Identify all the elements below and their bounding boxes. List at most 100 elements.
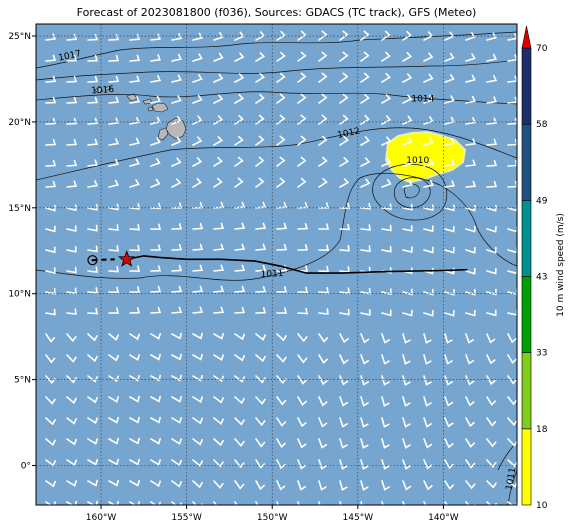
wind-barb (45, 117, 57, 125)
wind-barb (276, 177, 286, 188)
wind-barb (213, 243, 225, 251)
wind-barb (66, 266, 77, 274)
wind-barb (402, 480, 412, 491)
wind-barb (486, 288, 497, 296)
wind-barb (318, 223, 329, 230)
wind-barbs (45, 30, 517, 505)
isobar-label: 1012 (337, 126, 361, 141)
wind-barb (192, 136, 203, 146)
wind-barb (234, 243, 246, 251)
wind-barb (339, 30, 349, 41)
wind-barb (465, 501, 476, 505)
wind-barb (129, 286, 141, 293)
wind-barb (423, 204, 434, 212)
wind-barb (465, 225, 476, 233)
wind-barb (45, 459, 56, 467)
wind-barb (465, 417, 475, 428)
wind-barb (318, 396, 328, 407)
wind-barb (486, 138, 498, 146)
wind-barb (129, 203, 140, 210)
wind-barb (486, 96, 498, 104)
wind-barb (486, 480, 497, 489)
wind-barb (108, 375, 119, 383)
wind-barb (297, 417, 307, 428)
colorbar-tick-label: 43 (536, 273, 547, 283)
wind-barb (87, 307, 98, 315)
wind-barb (129, 375, 140, 382)
wind-barb (108, 203, 119, 211)
wind-barb (150, 285, 162, 293)
wind-barb (129, 307, 141, 314)
wind-barb (255, 438, 266, 448)
wind-barb (318, 438, 328, 449)
wind-barb (297, 480, 306, 491)
wind-barb (465, 74, 476, 83)
wind-barb (129, 416, 140, 424)
wind-barb (402, 438, 411, 449)
wind-barb (192, 480, 203, 489)
wind-barb (192, 178, 202, 188)
wind-barb (339, 51, 349, 62)
wind-barb (360, 178, 371, 188)
wind-barb (423, 94, 434, 104)
wind-barb (339, 333, 349, 344)
wind-barb (45, 501, 56, 505)
wind-barb (423, 288, 434, 296)
wind-barb (129, 354, 140, 362)
longitude-axis: 160°W 155°W 150°W 145°W 140°W (86, 505, 459, 523)
isobar-label: 1016 (91, 85, 115, 97)
wind-barb (339, 223, 350, 231)
wind-barb (276, 222, 288, 230)
wind-barb (486, 117, 497, 125)
wind-barb (402, 288, 413, 296)
wind-barb (297, 156, 307, 167)
wind-barb (465, 267, 476, 275)
wind-barb (402, 115, 413, 125)
wind-barb (87, 287, 98, 294)
isobar-label: 1014 (411, 94, 434, 104)
wind-barb (465, 138, 477, 146)
wind-barb (108, 138, 120, 146)
wind-barb (150, 137, 161, 146)
wind-barb (66, 308, 77, 315)
wind-barb (360, 136, 371, 146)
isobar-label: 1011 (260, 269, 283, 280)
wind-barb (66, 117, 78, 125)
wind-barb (360, 51, 370, 62)
wind-barb (339, 266, 350, 273)
wind-barb (192, 157, 203, 167)
wind-barb (507, 354, 517, 364)
wind-barb (255, 243, 267, 251)
wind-barb (255, 354, 266, 363)
wind-barb (402, 30, 412, 41)
wind-barb (318, 287, 329, 294)
wind-barb (66, 225, 77, 233)
wind-barb (192, 115, 203, 125)
wind-barb (444, 74, 455, 83)
wind-barb (381, 224, 392, 232)
wind-barb (108, 286, 119, 294)
wind-barb (129, 437, 140, 445)
wind-barb (45, 138, 57, 146)
wind-barb (339, 417, 348, 428)
latitude-axis: 0° 5°N 10°N 15°N 20°N 25°N (8, 32, 36, 471)
wind-barb (45, 246, 56, 254)
wind-barb (465, 354, 475, 365)
wind-barb (402, 309, 413, 317)
colorbar-extend-arrow (521, 25, 532, 49)
tc-past-track (92, 258, 115, 262)
wind-barb (444, 480, 455, 490)
wind-barb (255, 72, 265, 83)
wind-barb (150, 265, 162, 272)
wind-barb (129, 179, 140, 188)
wind-barb (171, 395, 182, 403)
wind-barb (297, 30, 307, 41)
wind-barb (486, 354, 496, 365)
wind-barb (276, 333, 287, 342)
wind-barb (171, 53, 182, 62)
wind-barb (360, 459, 369, 470)
wind-barb (486, 309, 497, 317)
wind-barb (150, 416, 161, 424)
wind-barb (213, 32, 224, 41)
wind-barb (129, 501, 140, 505)
